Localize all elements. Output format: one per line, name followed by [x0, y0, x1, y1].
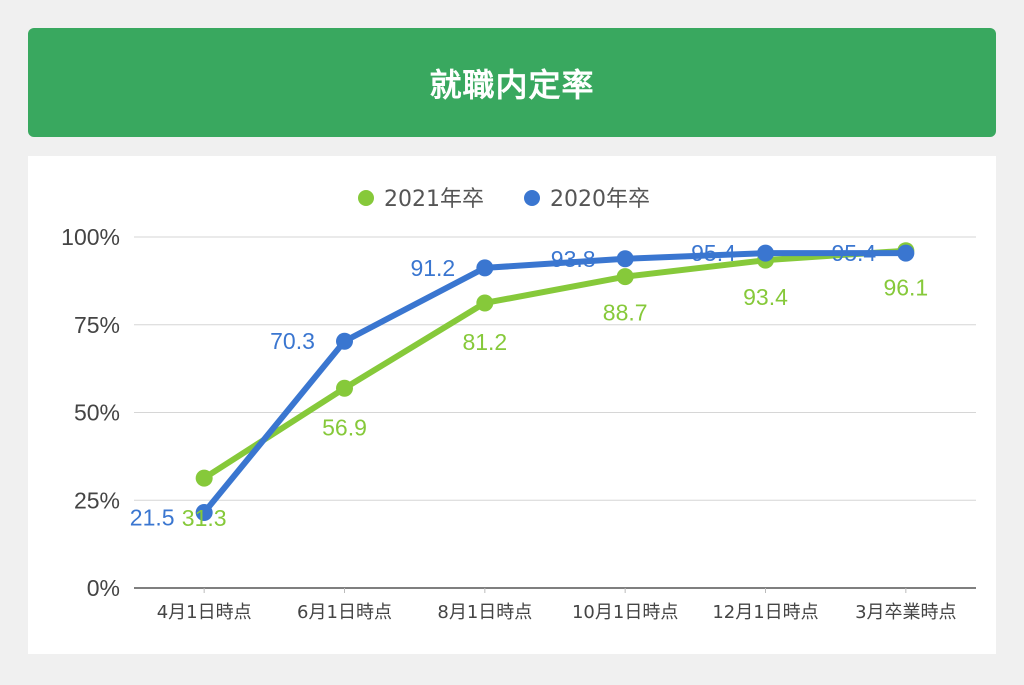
- data-label-2021年卒: 31.3: [182, 505, 227, 531]
- data-label-2021年卒: 81.2: [462, 329, 507, 355]
- data-point-2020年卒: [476, 259, 494, 277]
- x-tick-label: 8月1日時点: [437, 602, 532, 623]
- data-label-2021年卒: 56.9: [322, 414, 367, 440]
- page-title: 就職内定率: [429, 65, 595, 104]
- x-tick-label: 3月卒業時点: [855, 602, 956, 623]
- line-chart: 2021年卒 2020年卒 0% 25% 50% 75% 100% 4月1日時点 6月1日時…: [61, 187, 976, 623]
- series-line-2021年卒: [201, 247, 909, 482]
- y-tick-label: 100%: [61, 224, 120, 250]
- title-banner: 就職内定率: [28, 28, 996, 137]
- data-label-2021年卒: 93.4: [743, 284, 788, 310]
- data-labels: 31.3 56.9 81.2 88.7 93.4 96.1 21.5 70.3 91.2 93.8…: [130, 240, 928, 531]
- data-point-2020年卒: [195, 504, 213, 522]
- x-tick-label: 4月1日時点: [157, 602, 252, 623]
- legend-marker-2020年卒: [524, 190, 540, 206]
- series-line-2020年卒: [201, 250, 909, 516]
- y-tick-label: 50%: [74, 400, 120, 426]
- x-tick-label: 10月1日時点: [572, 602, 678, 623]
- legend-marker-2021年卒: [358, 190, 374, 206]
- data-label-2020年卒: 70.3: [270, 328, 315, 354]
- y-axis: 0% 25% 50% 75% 100%: [61, 224, 120, 601]
- data-label-2020年卒: 21.5: [130, 505, 175, 531]
- x-tick-label: 6月1日時点: [297, 602, 392, 623]
- y-tick-label: 25%: [74, 487, 120, 513]
- y-tick-label: 0%: [87, 575, 120, 601]
- chart-card: 2021年卒 2020年卒 0% 25% 50% 75% 100% 4月1日時点 6月1日時…: [28, 156, 996, 654]
- data-point-2021年卒: [476, 294, 494, 312]
- data-label-2021年卒: 88.7: [603, 300, 648, 326]
- y-tick-label: 75%: [74, 312, 120, 338]
- data-label-2021年卒: 96.1: [883, 275, 928, 301]
- data-point-2020年卒: [757, 244, 774, 262]
- x-axis: 4月1日時点 6月1日時点 8月1日時点 10月1日時点 12月1日時点 3月卒業時点: [157, 588, 957, 623]
- gridlines: [134, 236, 976, 589]
- data-point-2020年卒: [336, 332, 353, 350]
- x-tick-label: 12月1日時点: [712, 602, 818, 623]
- data-point-2020年卒: [616, 250, 634, 268]
- legend: 2021年卒 2020年卒: [358, 187, 650, 212]
- data-point-2021年卒: [616, 268, 634, 286]
- legend-label-2021年卒: 2021年卒: [384, 187, 484, 212]
- data-label-2020年卒: 95.4: [691, 240, 736, 266]
- data-label-2020年卒: 95.4: [831, 240, 876, 266]
- data-point-2021年卒: [195, 469, 213, 487]
- data-point-2020年卒: [897, 244, 915, 262]
- series-layer: [195, 242, 915, 522]
- data-label-2020年卒: 91.2: [410, 255, 455, 281]
- data-label-2020年卒: 93.8: [551, 246, 596, 272]
- data-point-2021年卒: [336, 379, 353, 397]
- legend-label-2020年卒: 2020年卒: [550, 187, 650, 212]
